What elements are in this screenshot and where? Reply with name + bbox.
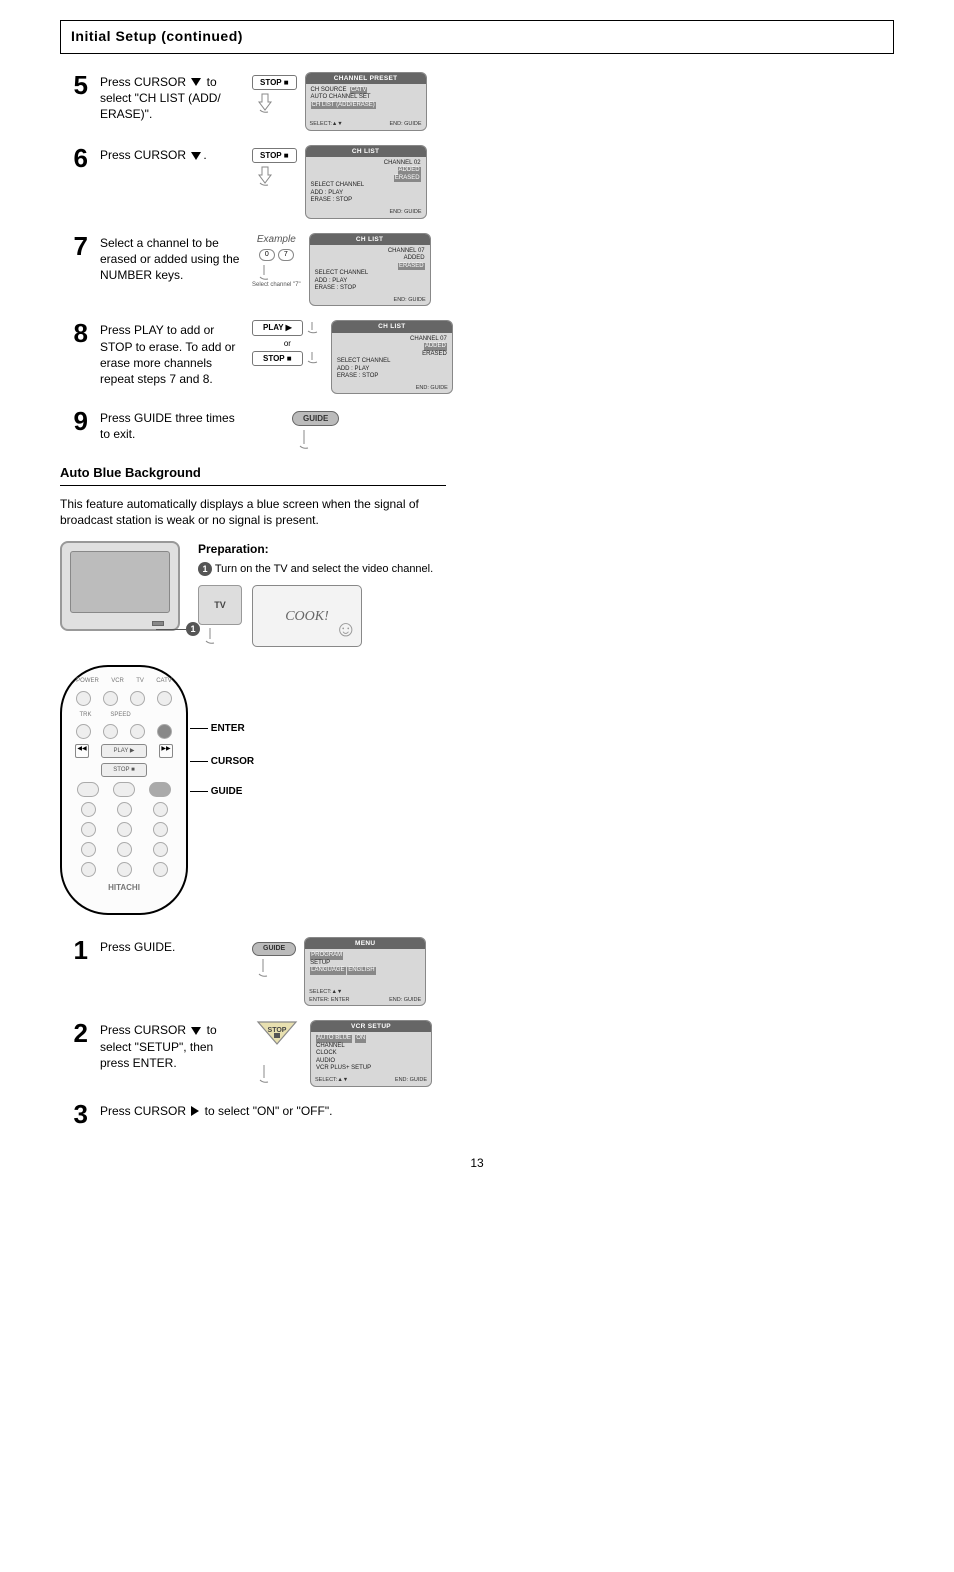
step-text: Press GUIDE. xyxy=(100,937,240,955)
cursor-down-icon xyxy=(191,1027,201,1035)
step-5: 5 Press CURSOR to select "CH LIST (ADD/ … xyxy=(60,72,446,131)
prep-heading: Preparation: xyxy=(198,541,446,558)
remote-control-graphic: POWERVCRTVCATV TRKSPEED ◀◀ PLAY ▶ ▶▶ STO… xyxy=(60,665,446,915)
step-number: 3 xyxy=(60,1101,88,1127)
example-graphic: Example 0 7 Select channel "7" xyxy=(252,233,301,289)
osd-vcr-setup: VCR SETUP AUTO BLUE ON CHANNEL CLOCK AUD… xyxy=(310,1020,432,1086)
num-key-0: 0 xyxy=(259,249,275,261)
step-number: 9 xyxy=(60,408,88,434)
hand-icon xyxy=(252,165,297,187)
step-8: 8 Press PLAY to add or STOP to erase. To… xyxy=(60,320,446,394)
step-text: Press CURSOR to select "ON" or "OFF". xyxy=(100,1101,446,1119)
autoblue-heading: Auto Blue Background xyxy=(60,464,446,485)
guide-key-graphic: GUIDE xyxy=(292,408,339,450)
autoblue-step-2: 2 Press CURSOR to select "SETUP", then p… xyxy=(60,1020,446,1086)
step-number: 6 xyxy=(60,145,88,171)
stop-down-key-icon: STOP xyxy=(252,1020,302,1056)
autoblue-intro: This feature automatically displays a bl… xyxy=(60,496,446,530)
autoblue-step-3: 3 Press CURSOR to select "ON" or "OFF". xyxy=(60,1101,446,1127)
step-7: 7 Select a channel to be erased or added… xyxy=(60,233,446,307)
page-title-box: Initial Setup (continued) xyxy=(60,20,894,54)
stop-key: STOP ■ xyxy=(252,148,297,163)
crt-tv-graphic: 1 xyxy=(60,541,180,645)
autoblue-step-1: 1 Press GUIDE. GUIDE MENU PROGRAM SETUP … xyxy=(60,937,446,1006)
step-text: Press GUIDE three times to exit. xyxy=(100,408,240,442)
guide-key-graphic: GUIDE xyxy=(252,937,296,978)
step-number: 1 xyxy=(60,937,88,963)
step-number: 7 xyxy=(60,233,88,259)
hand-icon xyxy=(305,351,323,365)
page-number: 13 xyxy=(60,1155,894,1172)
step-number: 2 xyxy=(60,1020,88,1046)
tv-key: TV xyxy=(198,585,242,625)
step-text: Press CURSOR to select "CH LIST (ADD/ ER… xyxy=(100,72,240,123)
tv-program-screen: COOK! ☺ xyxy=(252,585,362,647)
step-text: Select a channel to be erased or added u… xyxy=(100,233,240,284)
step-number: 8 xyxy=(60,320,88,346)
chef-icon: ☺ xyxy=(335,614,357,645)
osd-channel-preset: CHANNEL PRESET CH SOURCE CATV AUTO CHANN… xyxy=(305,72,427,131)
hand-icon xyxy=(252,958,296,978)
page-title: Initial Setup (continued) xyxy=(71,28,243,44)
key-press-graphic: STOP ■ xyxy=(252,72,297,114)
cursor-down-icon xyxy=(191,78,201,86)
play-key: PLAY ▶ xyxy=(252,320,303,335)
cursor-right-icon xyxy=(191,1106,199,1116)
osd-ch-list: CH LIST CHANNEL 07 ADDED ERASED SELECT C… xyxy=(309,233,431,307)
hand-icon xyxy=(305,321,323,335)
hand-icon xyxy=(198,627,242,645)
hand-icon xyxy=(252,1064,302,1084)
step-text: Press CURSOR . xyxy=(100,145,240,163)
stop-key: STOP ■ xyxy=(252,75,297,90)
hand-icon xyxy=(292,428,339,450)
preparation-row: 1 Preparation: 1 Turn on the TV and sele… xyxy=(60,541,446,647)
step-6: 6 Press CURSOR . STOP ■ CH LIST CHANNEL … xyxy=(60,145,446,219)
num-key-7: 7 xyxy=(278,249,294,261)
osd-menu: MENU PROGRAM SETUP LANGUAGE ENGLISH SELE… xyxy=(304,937,426,1006)
tv-button-graphic: TV xyxy=(198,585,242,645)
svg-text:STOP: STOP xyxy=(268,1027,287,1034)
osd-ch-list: CH LIST CHANNEL 07 ADDED ERASED SELECT C… xyxy=(331,320,453,394)
hand-icon xyxy=(252,92,297,114)
hand-icon xyxy=(252,263,301,281)
stop-key: STOP ■ xyxy=(252,351,303,366)
step-9: 9 Press GUIDE three times to exit. GUIDE xyxy=(60,408,446,450)
guide-key: GUIDE xyxy=(292,411,339,426)
step-number: 5 xyxy=(60,72,88,98)
step-text: Press CURSOR to select "SETUP", then pre… xyxy=(100,1020,240,1071)
osd-ch-list: CH LIST CHANNEL 02 ADDED ERASED SELECT C… xyxy=(305,145,427,219)
cursor-down-icon xyxy=(191,152,201,160)
step-text: Press PLAY to add or STOP to erase. To a… xyxy=(100,320,240,387)
list-bullet-1: 1 xyxy=(198,562,212,576)
guide-key: GUIDE xyxy=(252,942,296,956)
key-choice-graphic: PLAY ▶ or STOP ■ xyxy=(252,320,323,366)
stop-cursor-key-graphic: STOP xyxy=(252,1020,302,1083)
key-press-graphic: STOP ■ xyxy=(252,145,297,187)
